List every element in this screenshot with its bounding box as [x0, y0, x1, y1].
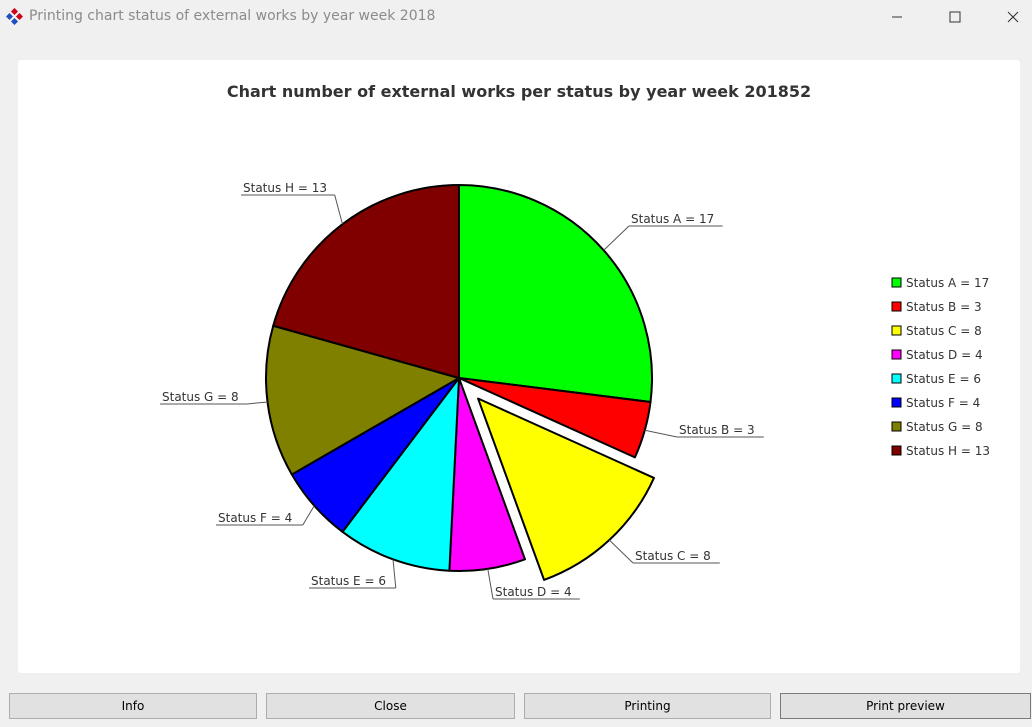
slice-label-status-c: Status C = 8	[635, 549, 711, 563]
slice-leader-line	[334, 194, 343, 225]
slice-leader-line	[608, 539, 634, 564]
slice-label-status-e: Status E = 6	[311, 574, 386, 588]
legend-swatch-status-a	[891, 277, 902, 288]
printing-button[interactable]: Printing	[524, 693, 771, 719]
legend-swatch-status-d	[891, 349, 902, 360]
slice-leader-line	[644, 429, 678, 438]
legend-item-status-e: Status E = 6	[906, 372, 981, 386]
chart-panel: Chart number of external works per statu…	[18, 60, 1020, 673]
slice-label-status-b: Status B = 3	[679, 423, 755, 437]
legend-swatch-status-c	[891, 325, 902, 336]
pie-slice-status-c	[477, 397, 655, 581]
slice-leader-line	[487, 568, 494, 600]
slice-label-status-d: Status D = 4	[495, 585, 572, 599]
slice-leader-line	[246, 401, 268, 405]
slice-leader-line	[302, 505, 315, 526]
slice-label-status-h: Status H = 13	[243, 181, 327, 195]
slice-leader-line	[603, 225, 630, 251]
slice-label-status-g: Status G = 8	[162, 390, 239, 404]
pie-slice-status-g	[265, 324, 460, 476]
pie-slice-status-b	[458, 377, 652, 459]
close-button[interactable]: Close	[266, 693, 515, 719]
legend-item-status-a: Status A = 17	[906, 276, 989, 290]
print-preview-button[interactable]: Print preview	[780, 693, 1031, 719]
legend-item-status-g: Status G = 8	[906, 420, 983, 434]
legend-swatch-status-e	[891, 373, 902, 384]
legend-item-status-f: Status F = 4	[906, 396, 980, 410]
legend-item-status-c: Status C = 8	[906, 324, 982, 338]
legend-item-status-h: Status H = 13	[906, 444, 990, 458]
legend-swatch-status-g	[891, 421, 902, 432]
slice-label-status-a: Status A = 17	[631, 212, 714, 226]
minimize-icon	[892, 16, 902, 18]
legend-swatch-status-f	[891, 397, 902, 408]
minimize-button[interactable]	[874, 0, 920, 34]
close-icon	[1007, 11, 1019, 23]
slice-label-status-f: Status F = 4	[218, 511, 292, 525]
info-button[interactable]: Info	[9, 693, 257, 719]
pie-slice-status-h	[272, 184, 460, 379]
close-window-button[interactable]	[990, 0, 1032, 34]
pie-chart: Chart number of external works per statu…	[160, 82, 990, 600]
pie-slice-status-a	[458, 184, 653, 403]
legend-item-status-b: Status B = 3	[906, 300, 982, 314]
legend-swatch-status-h	[891, 445, 902, 456]
slice-leader-line	[392, 559, 397, 589]
legend-swatch-status-b	[891, 301, 902, 312]
window-title: Printing chart status of external works …	[29, 8, 436, 24]
maximize-button[interactable]	[932, 0, 978, 34]
legend-item-status-d: Status D = 4	[906, 348, 983, 362]
app-logo-icon	[6, 8, 23, 25]
chart-title: Chart number of external works per statu…	[227, 82, 811, 101]
maximize-icon	[949, 11, 961, 23]
title-bar: Printing chart status of external works …	[0, 0, 1032, 34]
